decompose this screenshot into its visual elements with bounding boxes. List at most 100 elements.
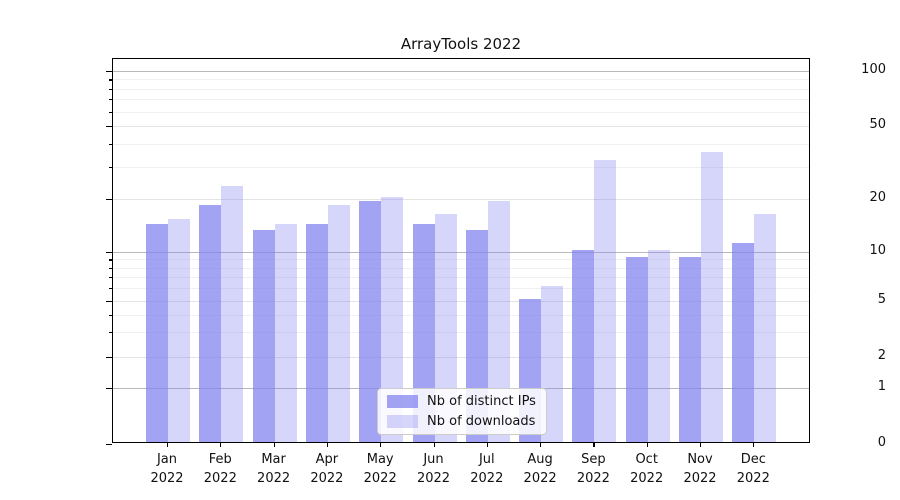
bar-distinct-ips	[732, 242, 755, 442]
y-tick-label: 5	[877, 292, 886, 307]
legend-row: Nb of downloads	[387, 414, 536, 429]
y-gridline	[113, 199, 809, 200]
y-tick-mark	[106, 252, 112, 254]
y-tick-mark	[109, 79, 112, 81]
x-tick-label: Mar 2022	[257, 452, 291, 486]
bar-distinct-ips	[412, 224, 435, 442]
bar-downloads	[274, 224, 297, 442]
y-tick-label: 1	[877, 379, 886, 394]
x-tick-mark	[486, 443, 488, 447]
bar-downloads	[381, 197, 404, 442]
y-gridline	[113, 99, 809, 101]
bar-downloads	[221, 185, 244, 442]
y-tick-label: 20	[869, 190, 886, 205]
y-gridline	[113, 79, 809, 81]
y-tick-mark	[109, 166, 112, 168]
x-tick-mark	[700, 443, 702, 447]
x-tick-label: May 2022	[363, 452, 397, 486]
legend: Nb of distinct IPs Nb of downloads	[377, 388, 547, 435]
bar-downloads	[487, 200, 510, 442]
legend-swatch	[387, 415, 418, 428]
x-tick-mark	[753, 443, 755, 447]
bar-distinct-ips	[572, 250, 595, 442]
y-gridline	[113, 357, 809, 358]
x-tick-label: Sep 2022	[576, 452, 610, 486]
y-tick-mark	[109, 314, 112, 316]
y-tick-mark	[109, 288, 112, 290]
legend-row: Nb of distinct IPs	[387, 394, 536, 409]
bar-distinct-ips	[679, 257, 701, 442]
y-tick-label: 10	[869, 243, 886, 258]
bar-distinct-ips	[146, 224, 168, 442]
x-tick-label: Feb 2022	[203, 452, 237, 486]
y-gridline	[113, 259, 809, 261]
y-tick-mark	[106, 444, 112, 446]
x-tick-label: Apr 2022	[310, 452, 344, 486]
y-tick-mark	[109, 111, 112, 113]
bar-downloads	[701, 152, 723, 442]
x-tick-mark	[326, 443, 329, 447]
chart-title: ArrayTools 2022	[400, 35, 522, 53]
legend-label: Nb of distinct IPs	[427, 394, 536, 409]
y-tick-label: 2	[877, 348, 886, 363]
y-tick-mark	[106, 71, 112, 73]
y-tick-label: 50	[869, 117, 886, 132]
y-tick-mark	[106, 357, 112, 359]
bar-distinct-ips	[252, 229, 275, 442]
y-tick-mark	[109, 88, 112, 90]
y-gridline	[113, 111, 809, 113]
y-tick-mark	[106, 301, 112, 303]
bar-distinct-ips	[625, 257, 648, 442]
bar-downloads	[594, 159, 617, 442]
x-tick-label: Oct 2022	[630, 452, 664, 486]
bar-distinct-ips	[359, 200, 382, 442]
y-gridline	[113, 288, 809, 290]
x-tick-label: Dec 2022	[736, 452, 770, 486]
y-tick-mark	[109, 143, 112, 145]
y-gridline	[113, 143, 809, 145]
legend-swatch	[387, 395, 418, 408]
bar-downloads	[327, 205, 350, 442]
x-tick-label: Nov 2022	[683, 452, 717, 486]
x-tick-label: Jan 2022	[150, 452, 184, 486]
y-tick-mark	[109, 277, 112, 279]
y-gridline	[113, 71, 809, 72]
y-tick-label: 0	[877, 435, 886, 450]
y-tick-mark	[109, 332, 112, 334]
x-tick-mark	[433, 443, 435, 447]
bar-downloads	[434, 214, 457, 442]
y-gridline	[113, 314, 809, 316]
x-tick-mark	[540, 443, 542, 447]
bar-distinct-ips	[305, 224, 328, 442]
y-gridline	[113, 277, 809, 279]
x-tick-mark	[646, 443, 648, 447]
x-tick-mark	[167, 443, 169, 447]
x-tick-mark	[380, 443, 382, 447]
y-gridline	[113, 252, 809, 253]
x-tick-label: Jul 2022	[470, 452, 504, 486]
y-gridline	[113, 166, 809, 168]
y-gridline	[113, 301, 809, 302]
y-gridline	[113, 267, 809, 269]
y-gridline	[113, 126, 809, 127]
bar-downloads	[647, 250, 670, 442]
x-tick-mark	[273, 443, 275, 447]
y-tick-mark	[106, 199, 112, 201]
y-tick-mark	[109, 259, 112, 261]
x-tick-mark	[593, 443, 595, 447]
legend-label: Nb of downloads	[427, 414, 536, 429]
y-tick-mark	[109, 99, 112, 101]
y-tick-mark	[106, 388, 112, 390]
x-tick-mark	[220, 443, 222, 447]
y-gridline	[113, 88, 809, 90]
x-tick-label: Aug 2022	[523, 452, 557, 486]
y-gridline	[113, 332, 809, 334]
plot-area: Nb of distinct IPs Nb of downloads	[106, 58, 810, 446]
y-tick-label: 100	[861, 62, 886, 77]
y-tick-mark	[106, 126, 112, 128]
y-tick-mark	[109, 267, 112, 269]
bar-distinct-ips	[199, 205, 222, 442]
bar-downloads	[168, 219, 190, 442]
x-tick-label: Jun 2022	[416, 452, 451, 486]
